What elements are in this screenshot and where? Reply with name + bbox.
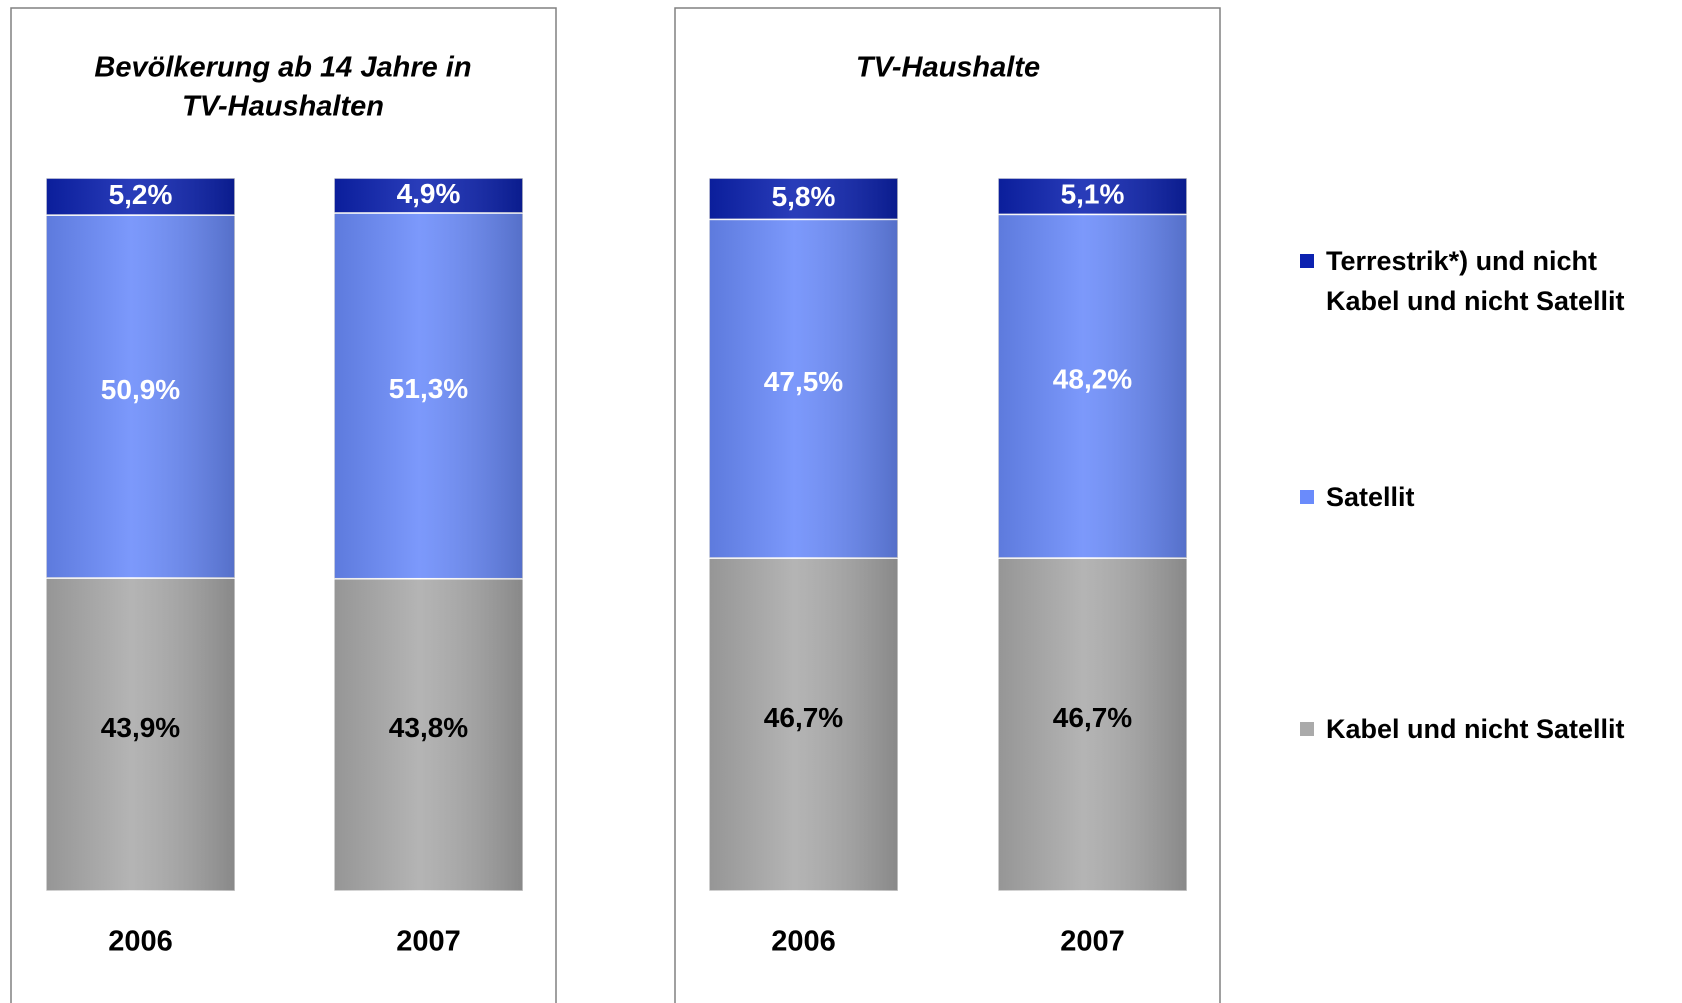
- panel-title: TV-Haushalten: [182, 91, 384, 123]
- data-label: 43,9%: [101, 712, 180, 743]
- legend-label: Kabel und nicht Satellit: [1326, 714, 1625, 744]
- panel-title: TV-Haushalte: [856, 52, 1040, 84]
- data-label: 4,9%: [397, 178, 461, 209]
- bar-shade: [998, 214, 1187, 559]
- data-label: 48,2%: [1053, 364, 1132, 395]
- data-label: 50,9%: [101, 374, 180, 405]
- bar-shade: [998, 558, 1187, 891]
- x-tick-label: 2006: [771, 926, 836, 958]
- bar-shade: [334, 178, 523, 213]
- bar-shade: [998, 178, 1187, 215]
- bar-shade: [46, 215, 235, 578]
- x-tick-label: 2007: [1060, 926, 1125, 958]
- data-label: 5,8%: [772, 181, 836, 212]
- legend-swatch: [1300, 490, 1314, 504]
- legend-swatch: [1300, 254, 1314, 268]
- panel-frame: [10, 7, 557, 1003]
- bar-shade: [334, 212, 523, 579]
- bar-shade: [46, 577, 235, 891]
- data-label: 47,5%: [764, 366, 843, 397]
- data-label: 43,8%: [389, 712, 468, 743]
- legend-label: Terrestrik*) und nicht Kabel und nicht S…: [1326, 246, 1625, 316]
- data-label: 51,3%: [389, 373, 468, 404]
- bar-shade: [334, 578, 523, 891]
- bar-shade: [46, 178, 235, 216]
- panel-title: Bevölkerung ab 14 Jahre in: [94, 52, 471, 84]
- data-label: 46,7%: [1053, 702, 1132, 733]
- bar-shade: [709, 178, 898, 220]
- x-tick-label: 2007: [396, 926, 461, 958]
- legend-label: Satellit: [1326, 482, 1415, 512]
- x-tick-label: 2006: [108, 926, 173, 958]
- data-label: 46,7%: [764, 702, 843, 733]
- bar-shade: [709, 558, 898, 891]
- legend-swatch: [1300, 722, 1314, 736]
- panel-frame: [674, 7, 1221, 1003]
- data-label: 5,1%: [1061, 179, 1125, 210]
- data-label: 5,2%: [109, 179, 173, 210]
- bar-shade: [709, 219, 898, 559]
